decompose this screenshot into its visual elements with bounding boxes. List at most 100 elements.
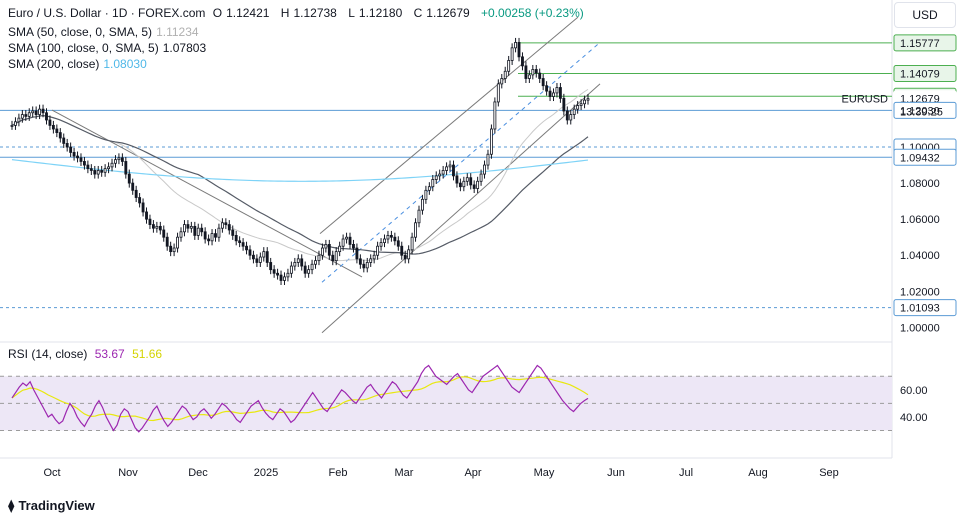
candle-body — [341, 238, 345, 247]
candle-body — [545, 85, 549, 92]
candle-body — [393, 236, 397, 242]
candle-body — [345, 236, 348, 240]
candle-body — [365, 262, 369, 269]
price-tag-box — [893, 64, 957, 82]
candle-body — [355, 247, 359, 260]
candle-body — [483, 164, 486, 175]
candle-body — [96, 170, 100, 175]
candle-body — [283, 276, 286, 281]
candle-body — [338, 245, 342, 253]
rsi-legend[interactable]: RSI (14, close) 53.67 51.66 — [8, 347, 163, 361]
candle-body — [524, 65, 528, 79]
symbol-title[interactable]: Euro / U.S. Dollar · 1D · FOREX.com — [8, 6, 206, 20]
price-tag-label: 1.15777 — [900, 38, 940, 50]
candle-body — [89, 168, 93, 171]
rsi-line — [11, 364, 589, 433]
candle-body — [293, 262, 297, 267]
candle-body — [324, 244, 328, 249]
candle-body — [496, 83, 500, 103]
candle-body — [138, 197, 142, 204]
candle-body — [348, 236, 352, 245]
sma200-legend[interactable]: SMA (200, close) 1.08030 — [8, 57, 147, 71]
candle-body — [448, 164, 452, 168]
candle-body — [31, 110, 35, 114]
sma50-legend[interactable]: SMA (50, close, 0, SMA, 5) 1.11234 — [8, 25, 199, 39]
sma100-legend[interactable]: SMA (100, close, 0, SMA, 5) 1.07803 — [8, 41, 207, 55]
candle-body — [465, 177, 469, 182]
currency-button[interactable]: USD — [894, 2, 956, 28]
candle-body — [162, 229, 166, 238]
candle-body — [100, 170, 104, 173]
candle-body — [131, 182, 135, 191]
candle-body — [503, 70, 507, 79]
candle-body — [117, 157, 121, 161]
candle-body — [93, 170, 97, 175]
candle-body — [14, 121, 17, 126]
candle-body — [552, 92, 555, 97]
candle-body — [565, 110, 569, 121]
candle-body — [296, 258, 300, 263]
candle-body — [107, 166, 111, 170]
candle-body — [38, 108, 42, 115]
candle-body — [65, 143, 69, 148]
candle-body — [186, 224, 190, 229]
price-tag-box — [893, 34, 957, 52]
candle-body — [103, 168, 107, 173]
candle-body — [531, 69, 535, 76]
candle-body — [17, 117, 21, 123]
candle-body — [534, 69, 538, 74]
price-tag-box — [893, 148, 957, 166]
candle-body — [20, 114, 24, 119]
candle-body — [255, 258, 259, 263]
y-tick-label: 1.06000 — [900, 214, 940, 226]
candle-body — [148, 218, 152, 225]
candle-body — [238, 240, 242, 244]
candle-body — [521, 56, 524, 67]
candle-body — [158, 225, 162, 231]
tradingview-logo-icon: ⧫ — [8, 498, 15, 513]
downtrend-line — [51, 109, 363, 278]
axis-layer: Oct Nov Dec 2025 Feb Mar Apr May Jun Jul Aug Sep 1.0… — [43, 34, 957, 479]
y-tick-label: 1.08000 — [900, 178, 940, 190]
candle-body — [34, 110, 38, 115]
price-levels-layer — [0, 42, 892, 309]
price-tag-label: 1.14079 — [900, 68, 940, 80]
candle-body — [231, 229, 235, 236]
candle-body — [327, 244, 331, 256]
candle-body — [383, 238, 386, 244]
candle-body — [369, 258, 373, 263]
candle-body — [386, 234, 390, 240]
sma-lines-layer — [11, 88, 589, 262]
candle-body — [207, 238, 211, 242]
candle-body — [472, 184, 476, 189]
y-tick-label: 1.02000 — [900, 286, 940, 298]
candle-body — [151, 224, 155, 229]
price-tag-box — [893, 299, 957, 317]
channel-upper-line — [319, 16, 579, 234]
candle-body — [134, 189, 138, 198]
candle-body — [427, 186, 431, 191]
candle-body — [72, 152, 76, 157]
x-tick-label: Nov — [118, 467, 138, 479]
candle-body — [541, 78, 545, 87]
candle-body — [486, 153, 490, 166]
candle-body — [445, 166, 449, 171]
candle-body — [269, 262, 273, 271]
candle-body — [24, 114, 28, 117]
candle-body — [334, 251, 338, 262]
candle-body — [555, 87, 559, 94]
candle-body — [510, 47, 514, 61]
rsi-band — [0, 376, 892, 431]
candle-body — [500, 78, 504, 85]
candle-body — [362, 263, 366, 269]
candle-body — [258, 256, 262, 263]
symbol-tag: EURUSD — [842, 94, 889, 106]
candle-body — [141, 202, 145, 213]
candle-body — [314, 260, 317, 265]
candle-body — [462, 180, 466, 188]
candle-body — [331, 254, 335, 262]
y-tick-label: 1.00000 — [900, 322, 940, 334]
candle-body — [45, 112, 48, 121]
candle-body — [189, 225, 193, 229]
